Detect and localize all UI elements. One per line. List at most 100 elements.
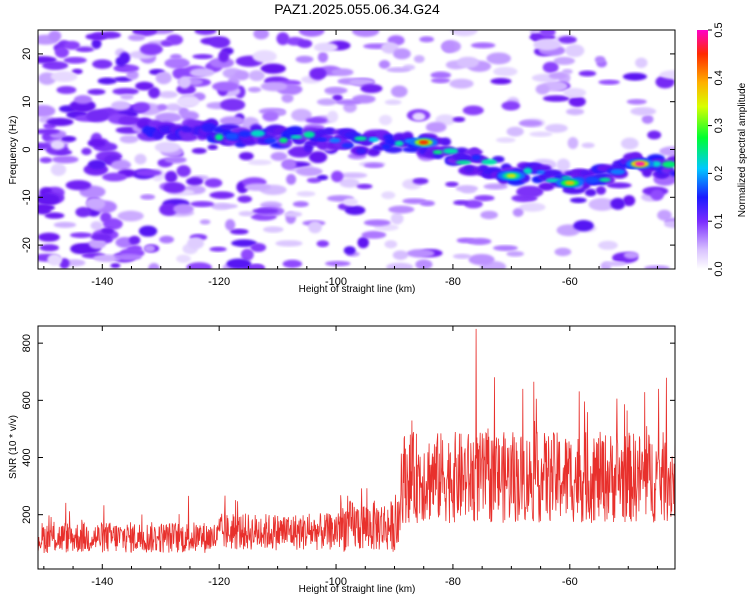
spectrogram-cell (316, 174, 329, 181)
spectrogram-cell (339, 178, 360, 188)
spectrogram-cell (595, 186, 607, 195)
spectrogram-cell (431, 77, 451, 84)
spectrogram-cell (260, 63, 286, 74)
spectrogram-cell (622, 72, 647, 81)
spectrogram-cell (187, 237, 205, 250)
spectrogram-cell (430, 71, 452, 79)
spectrogram-ylabel: Frequency (Hz) (8, 116, 19, 185)
spectrogram-cell (634, 161, 645, 166)
spectrogram-cell (570, 197, 587, 204)
spectrogram-cell (456, 56, 480, 68)
spectrogram-cell (54, 46, 70, 58)
spectrogram-cell (291, 108, 312, 122)
spectrogram-cell (87, 88, 106, 95)
spectrogram-cell (486, 52, 512, 65)
spectrogram-cell (238, 130, 252, 138)
spectrogram-cell (282, 259, 303, 269)
spectrogram-cell (50, 140, 65, 150)
spectrogram-cell (462, 105, 484, 116)
spectrogram-cell (381, 191, 396, 200)
snr-ytick-label: 400 (21, 448, 33, 466)
spectrogram-cell (159, 235, 175, 244)
spectrogram-cell (209, 36, 231, 49)
snr-panel: -140 -120 -100 -80 -60 800 600 400 200 Height o… (8, 325, 676, 595)
spectrogram-cell (102, 172, 127, 182)
spectrogram-cell (270, 151, 288, 161)
spectrogram-cell (75, 206, 92, 218)
spectrogram-cell (225, 132, 239, 140)
spectrogram-cell (248, 70, 265, 82)
spectrogram-cell (276, 32, 290, 46)
spectrogram-cell (135, 169, 162, 177)
colorbar-label: Normalized spectral amplitude (737, 82, 748, 217)
spectrogram-cell (252, 208, 279, 214)
spectrogram-cell (378, 114, 393, 126)
spectrogram-xtick-label: -140 (91, 276, 113, 288)
spectrogram-cell (225, 219, 236, 231)
snr-ytick-label: 200 (21, 506, 33, 524)
spectrogram-cell (176, 96, 200, 107)
spectrogram-xtick-label: -60 (562, 276, 578, 288)
spectrogram-cell (463, 199, 483, 209)
spectrogram-cell (209, 57, 235, 69)
spectrogram-cell (38, 232, 60, 242)
spectrogram-cell (189, 68, 215, 78)
spectrogram-ytick-label: 10 (21, 96, 33, 108)
spectrogram-cell (52, 155, 79, 164)
spectrogram-cell (38, 142, 50, 150)
spectrogram-cell (455, 160, 472, 165)
spectrogram-cell (56, 85, 77, 95)
spectrogram-cell (38, 128, 60, 135)
spectrogram-cell (47, 253, 62, 266)
spectrogram-cell (496, 137, 516, 143)
spectrogram-cell (506, 126, 524, 137)
spectrogram-cell (212, 81, 239, 92)
spectrogram-cell (623, 251, 639, 259)
spectrogram-cell (657, 209, 672, 221)
spectrogram-cell (247, 159, 272, 166)
spectrogram-cell (134, 153, 147, 165)
spectrogram-cell (91, 38, 102, 49)
spectrogram-cell (250, 129, 265, 137)
spectrogram-cell (284, 211, 303, 218)
spectrogram-cell (432, 150, 443, 155)
spectrogram-cell (594, 55, 606, 64)
spectrogram-xtick-label: -80 (445, 276, 461, 288)
spectrogram-cell (110, 263, 121, 269)
spectrogram-cell (548, 72, 567, 80)
spectrogram-cell (163, 182, 186, 194)
spectrogram-cell (545, 123, 568, 133)
spectrogram-cell (390, 85, 408, 98)
spectrogram-cell (75, 46, 94, 53)
spectrogram-cell (556, 158, 571, 172)
spectrogram-cell (363, 162, 384, 168)
spectrogram-cell (584, 188, 597, 197)
spectrogram-cell (279, 137, 288, 144)
spectrogram-cell (584, 176, 600, 184)
spectrogram-cell (207, 144, 218, 150)
spectrogram-cell (64, 40, 81, 50)
spectrogram-cell (381, 42, 399, 54)
colorbar-tick-label: 0.5 (713, 22, 725, 37)
spectrogram-cell (452, 116, 466, 123)
spectrogram-cell (483, 183, 508, 190)
spectrogram-cell (313, 42, 338, 53)
spectrogram-cell (194, 30, 217, 35)
spectrogram-cell (158, 90, 178, 99)
spectrogram-xtick-label: -100 (325, 276, 347, 288)
spectrogram-cell (635, 57, 648, 69)
spectrogram-cell (440, 137, 452, 147)
spectrogram-cell (506, 173, 517, 178)
colorbar-tick-label: 0.3 (713, 118, 725, 133)
spectrogram-cell (360, 83, 383, 94)
spectrogram-cell (581, 142, 595, 149)
spectrogram-cell (87, 159, 107, 170)
spectrogram-cell (48, 30, 62, 42)
spectrogram-cell (186, 119, 203, 128)
spectrogram-cell (659, 70, 675, 80)
spectrogram-ytick-label: -20 (21, 237, 33, 253)
spectrogram-cell (554, 247, 572, 257)
spectrogram-cell (406, 249, 435, 258)
snr-xtick-label: -140 (91, 576, 113, 588)
